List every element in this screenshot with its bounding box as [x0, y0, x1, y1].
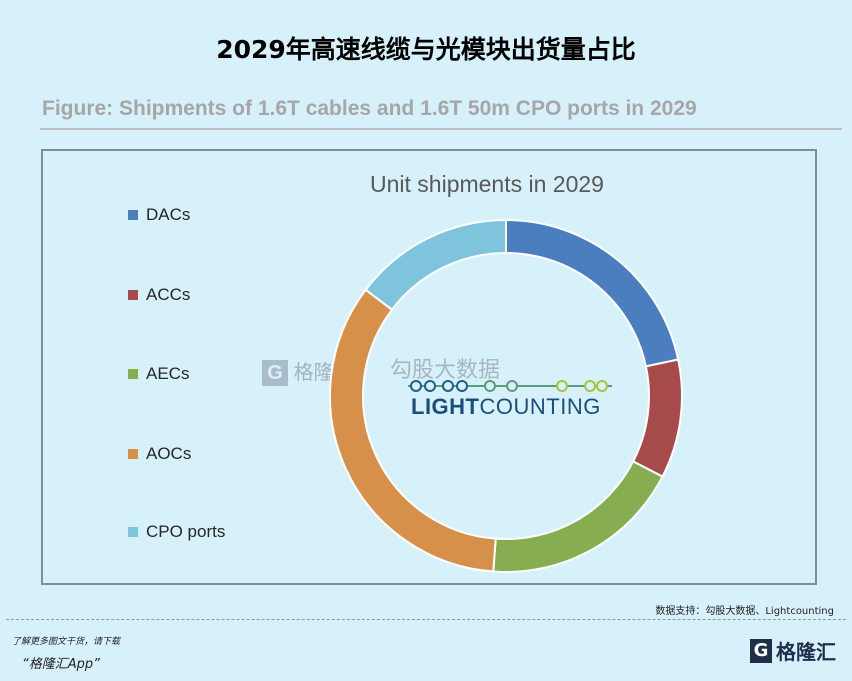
lightcounting-logo-line [408, 380, 612, 392]
legend-label: DACs [146, 205, 191, 224]
legend-item-aocs: AOCs [128, 444, 191, 464]
gelonghui-logo: G 格隆汇 [750, 636, 836, 665]
slice-cpo-ports [364, 218, 507, 312]
lightcounting-logo: LIGHTCOUNTING [411, 394, 601, 419]
logo-dot [596, 380, 608, 392]
download-prompt: 了解更多图文干货，请下载 [12, 637, 121, 647]
slice-dacs [505, 218, 680, 368]
legend-item-cpo-ports: CPO ports [128, 522, 225, 542]
legend-swatch [128, 290, 138, 300]
legend-label: ACCs [146, 285, 191, 304]
chart-title: Unit shipments in 2029 [370, 171, 604, 197]
page-title: 2029年高速线缆与光模块出货量占比 [216, 35, 636, 64]
legend-item-dacs: DACs [128, 205, 190, 225]
legend-item-accs: ACCs [128, 285, 190, 305]
slice-accs [631, 358, 683, 478]
legend-label: AECs [146, 364, 190, 383]
logo-dot [410, 380, 422, 392]
legend-item-aecs: AECs [128, 364, 189, 384]
logo-dot [424, 380, 436, 392]
logo-mark: G [750, 638, 772, 663]
logo-dot [556, 380, 568, 392]
logo-dot [506, 380, 518, 392]
logo-dot [584, 380, 596, 392]
app-name[interactable]: “格隆汇App” [22, 657, 100, 672]
slice-aecs [492, 460, 664, 573]
figure-caption: Figure: Shipments of 1.6T cables and 1.6… [42, 97, 697, 120]
logo-dot [484, 380, 496, 392]
logo-dot [456, 380, 468, 392]
legend-label: CPO ports [146, 522, 226, 541]
footer-divider [6, 619, 846, 620]
logo-dot [442, 380, 454, 392]
legend-swatch [128, 449, 138, 459]
chart-frame [41, 149, 817, 585]
slice-aocs [329, 288, 497, 573]
logo-text: 格隆汇 [776, 640, 836, 664]
legend-swatch [128, 527, 138, 537]
legend-label: AOCs [146, 444, 192, 463]
legend-swatch [128, 210, 138, 220]
gugu-watermark: 勾股大数据 [390, 357, 501, 382]
caption-divider [40, 128, 842, 130]
legend-swatch [128, 369, 138, 379]
data-source: 数据支持：勾股大数据、Lightcounting [655, 606, 834, 617]
